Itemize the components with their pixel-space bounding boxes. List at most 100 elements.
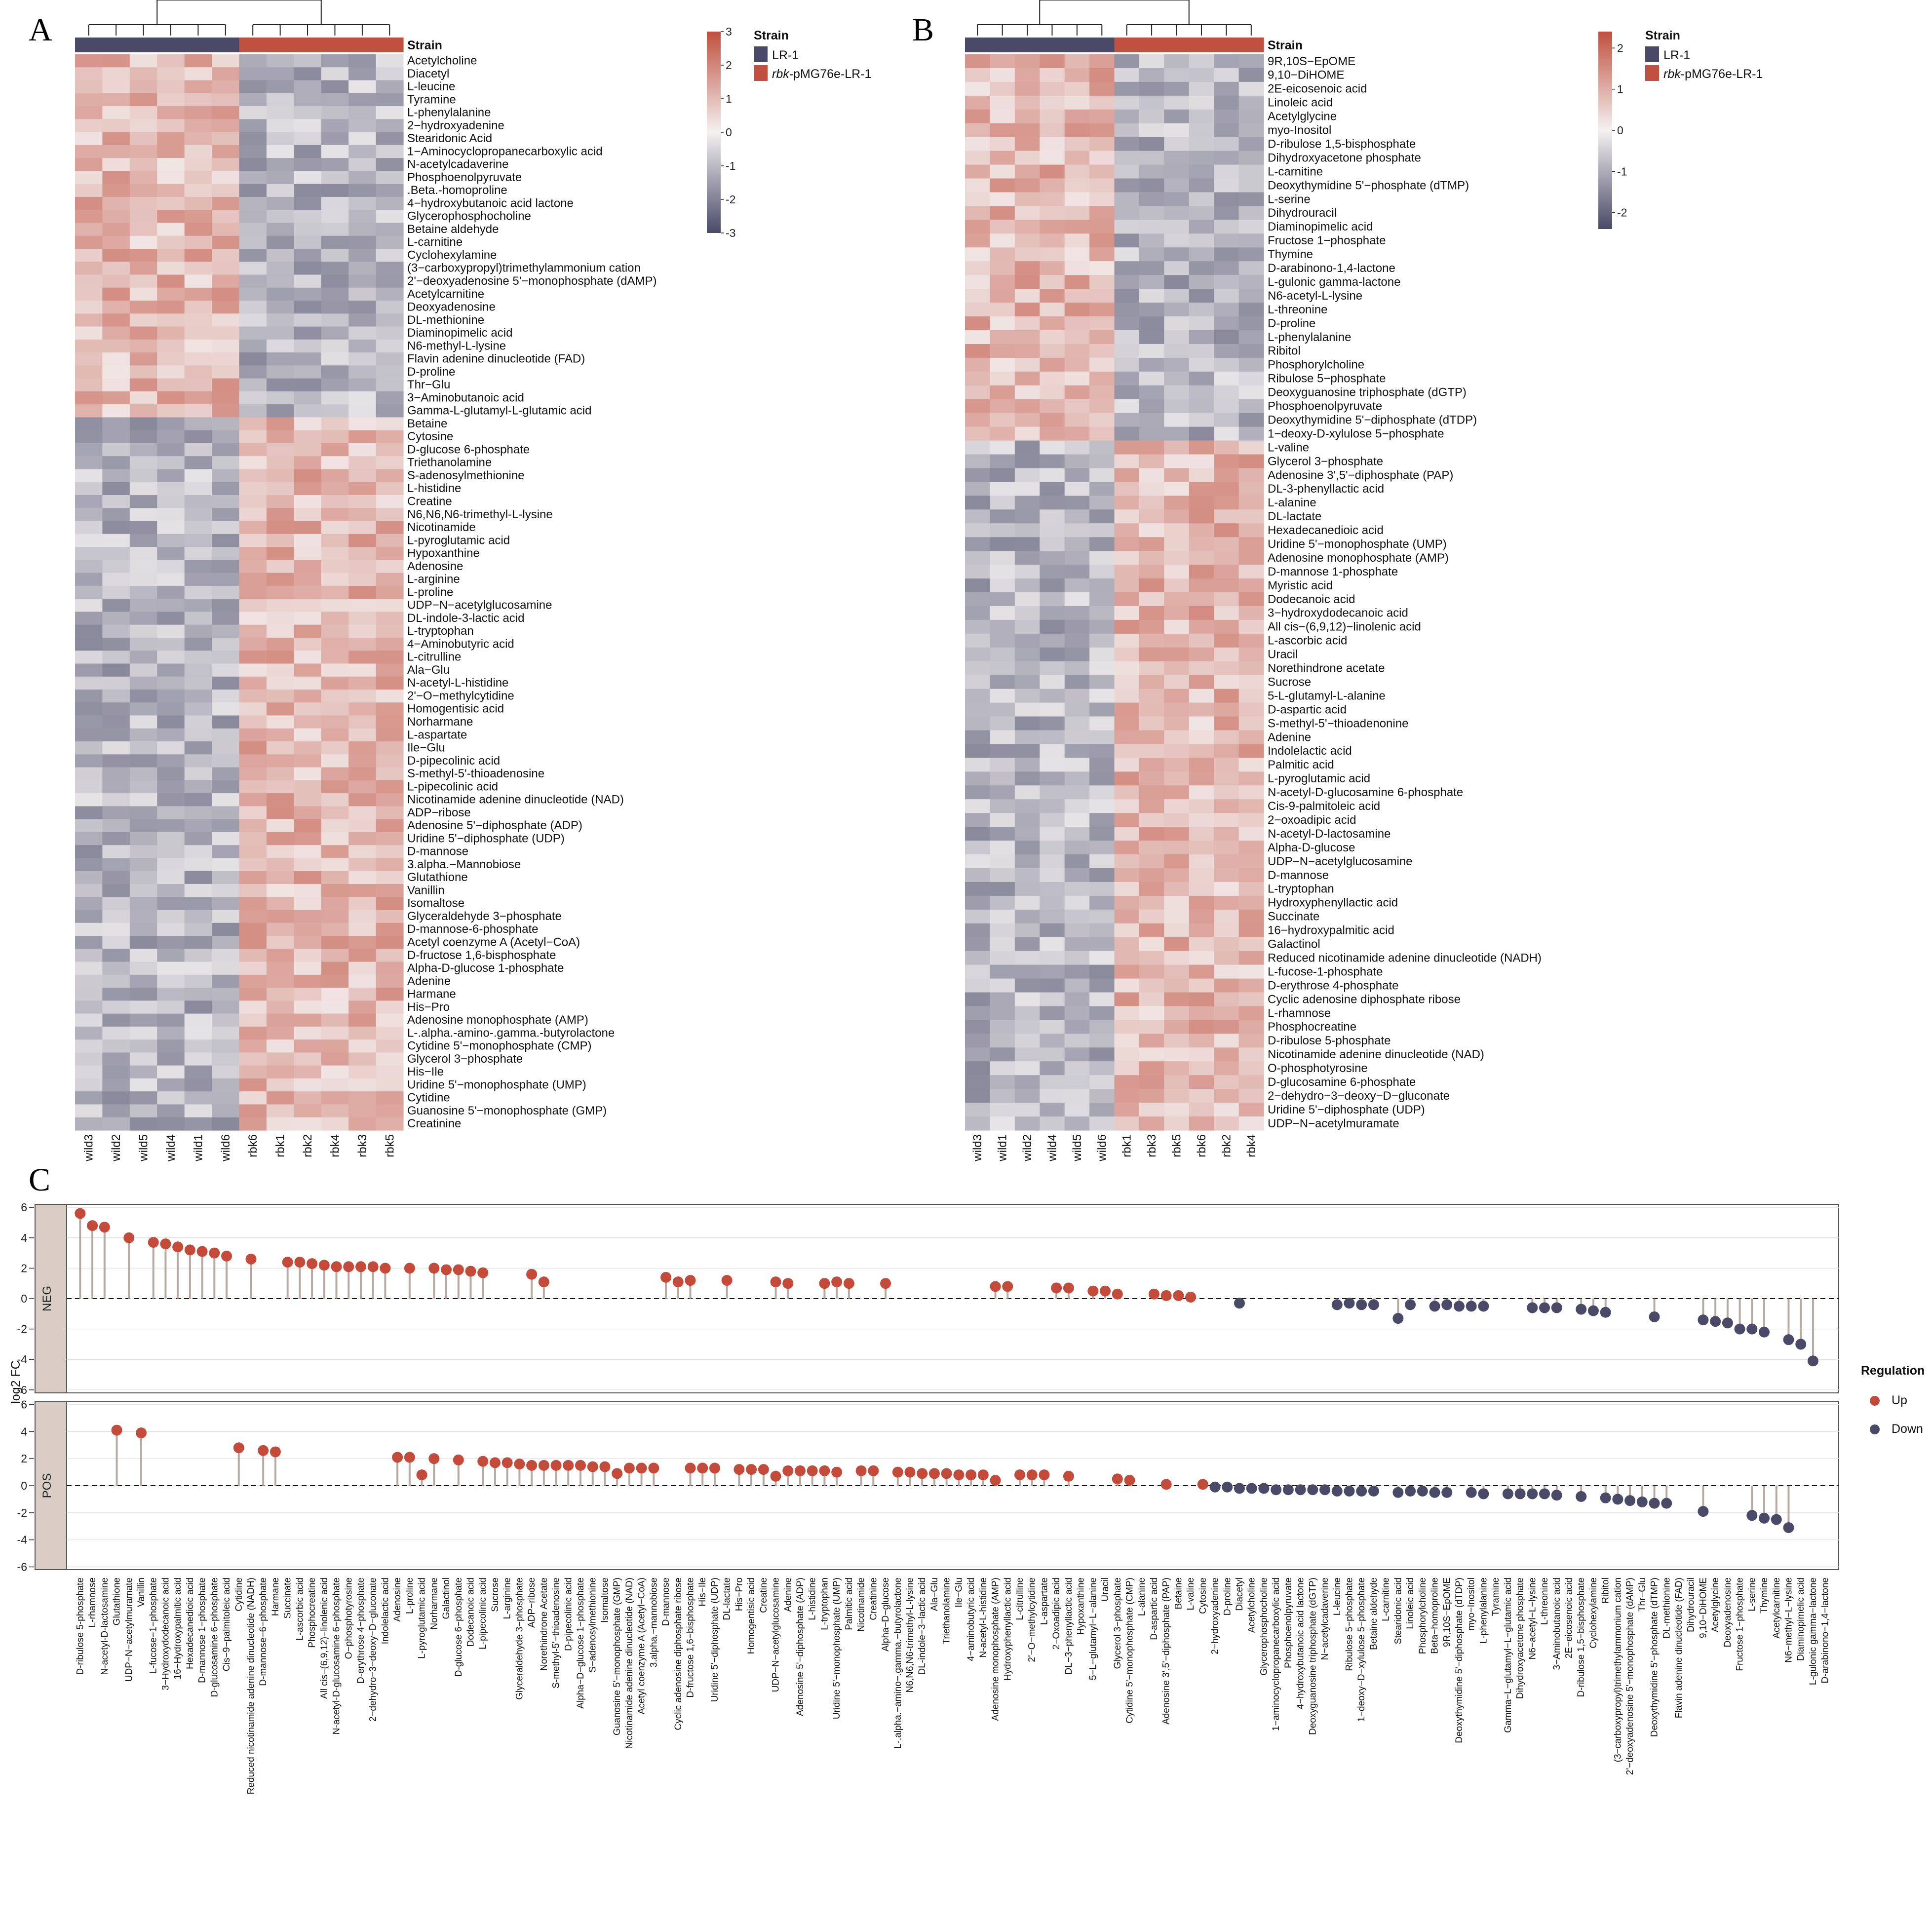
heatmap-cell: [348, 988, 377, 1001]
heatmap-cell: [1214, 220, 1239, 234]
x-tick-label: His−Ile: [697, 1577, 708, 1607]
heatmap-cell: [1064, 344, 1090, 358]
lollipop-point: [1539, 1302, 1550, 1313]
heatmap-cell: [376, 378, 404, 392]
heatmap-cell: [157, 274, 185, 288]
heatmap-cell: [266, 54, 294, 68]
heatmap-cell: [1189, 137, 1214, 152]
heatmap-cell: [102, 495, 130, 508]
heatmap-cell: [1040, 385, 1065, 400]
lollipop-point: [892, 1466, 903, 1478]
heatmap-cell: [75, 352, 103, 366]
row-label: Nicotinamide adenine dinucleotide (NAD): [407, 793, 624, 807]
heatmap-cell: [965, 1034, 991, 1048]
lollipop-point: [770, 1276, 781, 1288]
x-tick-label: Creatinine: [868, 1577, 879, 1620]
row-label: Vanillin: [407, 884, 445, 897]
heatmap-cell: [1064, 440, 1090, 455]
heatmap-cell: [1114, 399, 1140, 414]
heatmap-cell: [321, 780, 349, 794]
x-tick-label: Hydroxyphenyllactic acid: [1003, 1577, 1013, 1681]
heatmap-cell: [1189, 523, 1214, 538]
heatmap-cell: [321, 80, 349, 94]
x-tick-label: Hypoxanthine: [1076, 1577, 1086, 1635]
heatmap-cell: [184, 547, 212, 560]
heatmap-cell: [1139, 799, 1164, 813]
heatmap-cell: [1214, 1047, 1239, 1062]
heatmap-cell: [129, 884, 157, 897]
heatmap-cell: [990, 771, 1015, 786]
heatmap-cell: [1040, 164, 1065, 179]
lollipop-point: [538, 1460, 549, 1471]
heatmap-cell: [965, 303, 991, 317]
x-tick-label: Cyclohexylamine: [1588, 1577, 1599, 1649]
heatmap-cell: [157, 1078, 185, 1092]
colorbar-tick-label: 2: [726, 59, 732, 72]
x-tick-label: Dihydrouracil: [1686, 1577, 1697, 1632]
x-tick-label: DL−3−phenyllactic acid: [1064, 1577, 1074, 1674]
heatmap-cell: [157, 313, 185, 327]
lollipop-point: [819, 1278, 830, 1289]
heatmap-cell: [294, 365, 322, 379]
heatmap-cell: [1189, 344, 1214, 358]
lollipop-point: [355, 1261, 366, 1272]
heatmap-cell: [1014, 675, 1040, 690]
heatmap-cell: [1238, 468, 1264, 483]
heatmap-cell: [1114, 454, 1140, 469]
heatmap-cell: [1189, 220, 1214, 234]
heatmap-cell: [1214, 344, 1239, 358]
heatmap-cell: [1238, 1061, 1264, 1076]
x-tick-label: L-carnitine: [1381, 1577, 1391, 1621]
heatmap-cell: [1114, 192, 1140, 207]
row-label: Nicotinamide adenine dinucleotide (NAD): [1268, 1048, 1484, 1061]
row-label: ADP−ribose: [407, 806, 471, 819]
heatmap-cell: [294, 443, 322, 457]
x-tick-label: L-ascorbic acid: [295, 1577, 305, 1641]
heatmap-cell: [184, 430, 212, 444]
lollipop-point: [1392, 1313, 1404, 1324]
heatmap-cell: [1139, 289, 1164, 303]
row-label: 1−deoxy-D-xylulose 5−phosphate: [1268, 427, 1444, 440]
heatmap-cell: [1089, 247, 1115, 262]
heatmap-cell: [129, 430, 157, 444]
heatmap-cell: [129, 819, 157, 833]
heatmap-cell: [1139, 54, 1164, 69]
heatmap-cell: [1040, 109, 1065, 124]
heatmap-cell: [212, 832, 240, 846]
heatmap-cell: [129, 754, 157, 768]
x-tick-label: Deoxythymidine 5'−phosphate (dTMP): [1650, 1577, 1660, 1737]
heatmap-cell: [266, 391, 294, 405]
x-tick-label: Acetylglycine: [1710, 1577, 1721, 1632]
heatmap-cell: [157, 301, 185, 314]
lollipop-point: [318, 1260, 330, 1271]
lollipop-point: [526, 1269, 538, 1280]
heatmap-cell: [321, 806, 349, 820]
heatmap-cell: [239, 508, 267, 522]
heatmap-cell: [1139, 758, 1164, 772]
heatmap-cell: [990, 261, 1015, 275]
heatmap-cell: [348, 54, 377, 68]
heatmap-cell: [1139, 95, 1164, 110]
heatmap-cell: [376, 961, 404, 975]
x-tick-label: D-ribulose 5-phosphate: [75, 1577, 85, 1675]
row-label: Sucrose: [1268, 675, 1311, 689]
heatmap-cell: [266, 780, 294, 794]
heatmap-cell: [239, 728, 267, 742]
lollipop-point: [1710, 1316, 1721, 1327]
heatmap-cell: [1114, 426, 1140, 441]
heatmap-cell: [129, 923, 157, 936]
strain-annotation-cell: [376, 38, 404, 52]
heatmap-cell: [102, 780, 130, 794]
heatmap-cell: [212, 326, 240, 340]
x-tick-label: N-acetyl-D-lactosamine: [100, 1577, 110, 1675]
heatmap-cell: [1238, 619, 1264, 634]
heatmap-cell: [129, 1104, 157, 1118]
column-label: wild6: [1095, 1134, 1109, 1162]
heatmap-cell: [294, 651, 322, 664]
heatmap-cell: [1139, 1089, 1164, 1103]
heatmap-cell: [348, 469, 377, 483]
heatmap-cell: [184, 1013, 212, 1027]
heatmap-cell: [266, 949, 294, 962]
heatmap-cell: [1114, 289, 1140, 303]
column-label: wild3: [971, 1134, 984, 1162]
